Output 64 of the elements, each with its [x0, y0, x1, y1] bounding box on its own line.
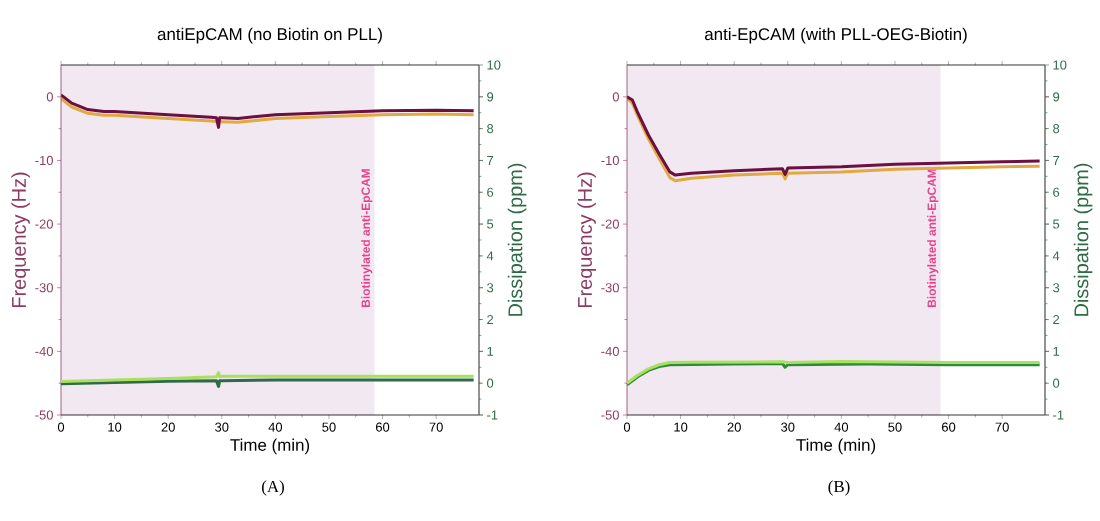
x-axis-title: Time (min) [796, 438, 876, 455]
y2-tick-label: 8 [487, 124, 494, 134]
x-tick-label: 70 [995, 422, 1009, 432]
y2-tick-label: 3 [487, 283, 494, 293]
y2-tick-label: 6 [487, 187, 494, 197]
y2-tick-label: 2 [487, 315, 494, 325]
y2-tick-label: 7 [1053, 156, 1060, 165]
y-tick-label: -10 [35, 155, 53, 166]
x-tick-label: 40 [268, 422, 283, 432]
y-axis-title: Frequency (Hz) [577, 172, 596, 308]
x-tick-label: 50 [322, 422, 336, 432]
y2-tick-label: 4 [1052, 251, 1060, 261]
y-tick-label: -20 [35, 219, 53, 229]
x-tick-label: 0 [57, 422, 65, 432]
x-axis-title: Time (min) [230, 438, 310, 455]
x-tick-label: 10 [674, 422, 688, 432]
y-tick-label: 0 [46, 92, 53, 102]
chart-title: antiEpCAM (no Biotin on PLL) [157, 27, 382, 44]
x-tick-label: 30 [215, 422, 229, 432]
y-tick-label: -10 [601, 155, 619, 166]
y-tick-label: -20 [601, 219, 619, 229]
x-tick-label: 60 [375, 422, 390, 432]
y2-tick-label: 4 [486, 251, 494, 261]
band-label: Biotinylated anti-EpCAM [361, 169, 373, 307]
y-tick-label: -30 [35, 283, 53, 293]
x-tick-label: 50 [888, 422, 902, 432]
y-tick-label: -50 [35, 410, 53, 420]
y-tick-label: -30 [601, 283, 619, 293]
text: (A) [262, 480, 285, 496]
x-tick-label: 30 [781, 422, 795, 432]
y2-tick-label: -1 [487, 410, 498, 420]
text: (B) [828, 480, 850, 496]
x-tick-label: 70 [429, 422, 443, 432]
y2-tick-label: 1 [1053, 346, 1060, 356]
y2-tick-label: 2 [1053, 315, 1060, 325]
x-tick-label: 10 [108, 422, 122, 432]
x-tick-label: 60 [942, 422, 956, 432]
x-tick-label: 0 [623, 422, 631, 432]
y2-tick-label: 0 [487, 378, 494, 388]
y2-tick-label: 1 [487, 346, 494, 356]
y-tick-label: 0 [612, 92, 619, 102]
x-tick-label: 40 [834, 422, 849, 432]
y2-tick-label: 5 [487, 219, 494, 229]
band-label: Biotinylated anti-EpCAM [927, 169, 939, 307]
y-tick-label: -50 [601, 410, 619, 420]
y2-tick-label: 10 [1053, 60, 1067, 70]
y2-tick-label: 6 [1053, 187, 1060, 197]
y-axis-title: Frequency (Hz) [11, 172, 30, 308]
y2-tick-label: 10 [487, 60, 501, 70]
y2-tick-label: 3 [1053, 283, 1060, 293]
x-tick-label: 20 [161, 422, 175, 432]
y-tick-label: -40 [35, 346, 53, 356]
y2-tick-label: 0 [1053, 378, 1060, 388]
x-tick-label: 20 [727, 422, 741, 432]
y2-tick-label: 9 [1053, 92, 1060, 102]
y2-tick-label: 8 [1053, 124, 1060, 134]
y2-tick-label: -1 [1053, 410, 1064, 420]
y2-axis-title: Dissipation (ppm) [1073, 163, 1093, 316]
y2-axis-title: Dissipation (ppm) [507, 163, 527, 316]
y2-tick-label: 5 [1053, 219, 1060, 229]
y2-tick-label: 9 [487, 92, 494, 102]
y-tick-label: -40 [601, 346, 619, 356]
chart-title: anti-EpCAM (with PLL-OEG-Biotin) [704, 27, 967, 44]
y2-tick-label: 7 [487, 156, 494, 165]
